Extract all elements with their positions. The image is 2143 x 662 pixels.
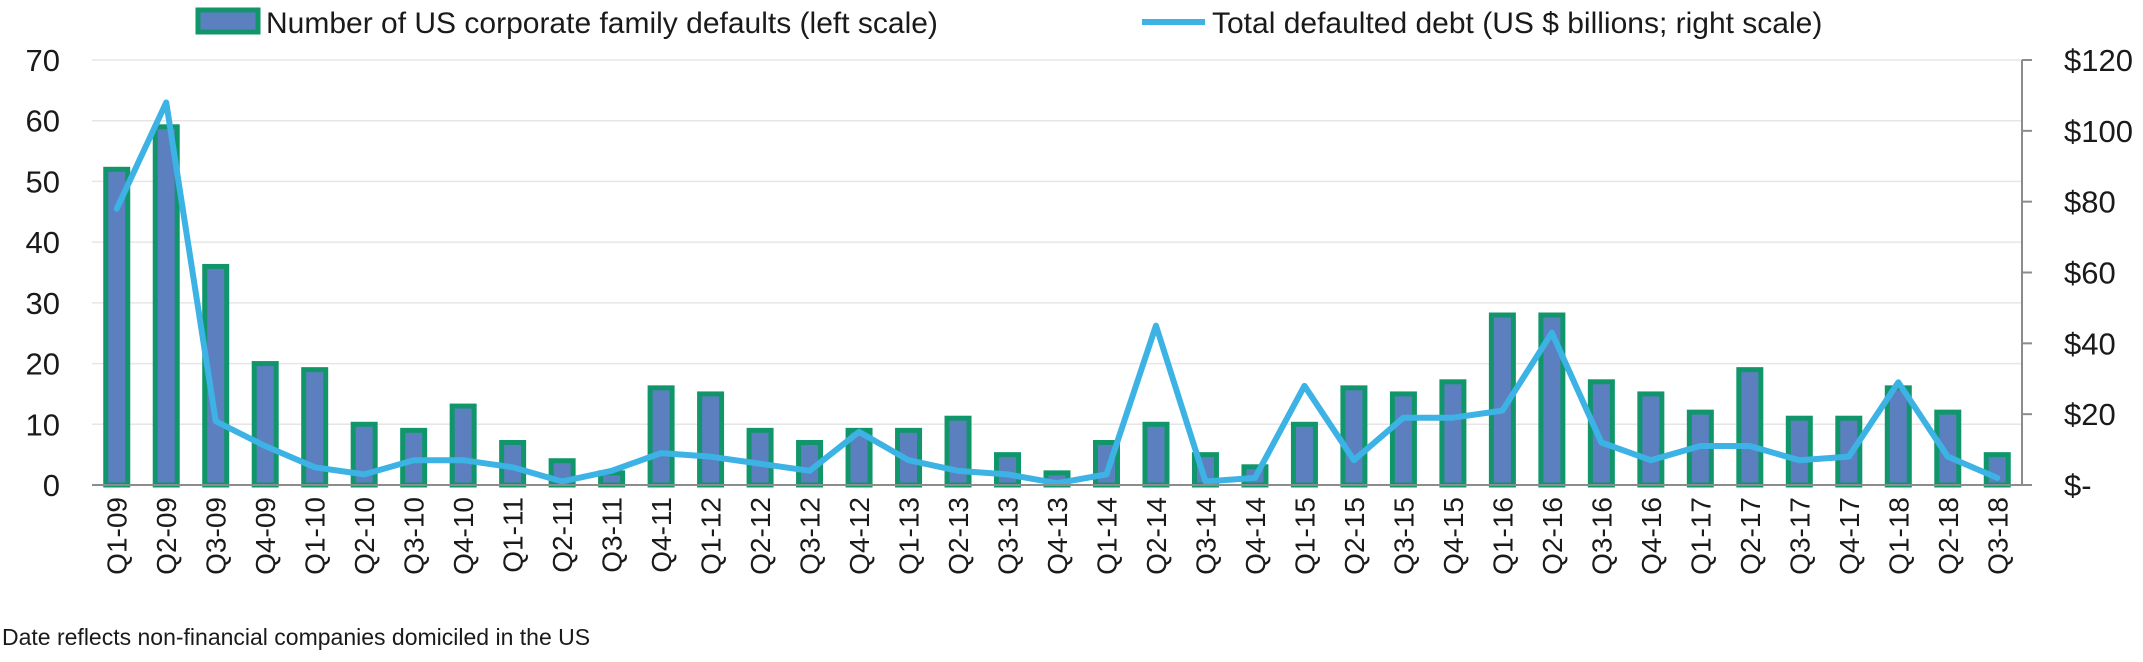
bar bbox=[1439, 379, 1467, 488]
x-tick-label: Q1-13 bbox=[894, 497, 925, 575]
x-tick-label: Q1-12 bbox=[696, 497, 727, 575]
bar bbox=[994, 452, 1022, 488]
y-right-tick-label: $80 bbox=[2064, 185, 2116, 220]
x-tick-label: Q2-11 bbox=[547, 497, 578, 573]
x-tick-label: Q1-15 bbox=[1289, 497, 1320, 575]
y-left-tick-label: 50 bbox=[26, 164, 60, 199]
legend: Number of US corporate family defaults (… bbox=[195, 7, 1822, 40]
y-left-tick-label: 60 bbox=[26, 104, 60, 139]
x-tick-label: Q4-14 bbox=[1240, 497, 1271, 575]
y-right-tick-label: $40 bbox=[2064, 326, 2116, 361]
bar bbox=[449, 403, 477, 488]
bar bbox=[1290, 421, 1318, 488]
x-tick-label: Q2-12 bbox=[745, 497, 776, 575]
x-tick-label: Q1-09 bbox=[102, 497, 133, 575]
x-tick-label: Q3-16 bbox=[1586, 497, 1617, 575]
bar bbox=[1637, 391, 1665, 488]
bar bbox=[1142, 421, 1170, 488]
x-tick-label: Q2-16 bbox=[1537, 497, 1568, 575]
legend-bar-label: Number of US corporate family defaults (… bbox=[266, 7, 938, 40]
x-tick-label: Q1-11 bbox=[498, 497, 529, 573]
x-tick-label: Q3-15 bbox=[1388, 497, 1419, 575]
x-tick-label: Q2-17 bbox=[1735, 497, 1766, 575]
x-tick-label: Q3-18 bbox=[1982, 497, 2013, 575]
y-left-tick-label: 10 bbox=[26, 407, 60, 442]
x-tick-label: Q4-09 bbox=[250, 497, 281, 575]
bar bbox=[1587, 379, 1615, 488]
legend-line-label: Total defaulted debt (US $ billions; rig… bbox=[1212, 7, 1822, 40]
x-tick-label: Q4-13 bbox=[1042, 497, 1073, 575]
y-left-tick-label: 30 bbox=[26, 286, 60, 321]
bar bbox=[1785, 415, 1813, 488]
y-right-tick-label: $60 bbox=[2064, 256, 2116, 291]
x-tick-label: Q4-12 bbox=[844, 497, 875, 575]
x-tick-label: Q1-10 bbox=[300, 497, 331, 575]
x-tick-label: Q3-10 bbox=[399, 497, 430, 575]
bar bbox=[1884, 385, 1912, 488]
x-tick-label: Q4-17 bbox=[1834, 497, 1865, 575]
x-tick-label: Q3-13 bbox=[993, 497, 1024, 575]
bar bbox=[944, 415, 972, 488]
x-tick-label: Q2-10 bbox=[349, 497, 380, 575]
bar bbox=[1736, 367, 1764, 488]
grid-lines bbox=[92, 59, 2022, 426]
x-tick-label: Q3-09 bbox=[201, 497, 232, 575]
x-tick-label: Q4-15 bbox=[1438, 497, 1469, 575]
y-left-tick-label: 0 bbox=[43, 468, 60, 503]
bar bbox=[647, 385, 675, 488]
footnote: Date reflects non-financial companies do… bbox=[2, 624, 590, 650]
x-tick-label: Q2-15 bbox=[1339, 497, 1370, 575]
bar-series bbox=[103, 124, 2011, 488]
x-tick-label: Q2-14 bbox=[1141, 497, 1172, 575]
bar bbox=[1389, 391, 1417, 488]
line-series bbox=[113, 99, 2001, 487]
x-tick-label: Q2-18 bbox=[1933, 497, 1964, 575]
x-tick-label: Q1-18 bbox=[1883, 497, 1914, 575]
bar bbox=[746, 427, 774, 488]
x-tick-label: Q1-17 bbox=[1685, 497, 1716, 575]
y-left-tick-label: 70 bbox=[26, 43, 60, 78]
x-tick-label: Q4-16 bbox=[1636, 497, 1667, 575]
bar bbox=[251, 361, 279, 488]
x-tick-label: Q4-11 bbox=[646, 497, 677, 573]
y-left-tick-label: 40 bbox=[26, 225, 60, 260]
bar bbox=[152, 124, 180, 488]
y-right-tick-label: $- bbox=[2064, 468, 2092, 503]
x-tick-label: Q3-14 bbox=[1190, 497, 1221, 575]
y-left-tick-label: 20 bbox=[26, 347, 60, 382]
legend-bar-swatch bbox=[195, 7, 261, 35]
x-tick-label: Q2-09 bbox=[151, 497, 182, 575]
x-tick-label: Q3-17 bbox=[1784, 497, 1815, 575]
x-tick-label: Q3-12 bbox=[795, 497, 826, 575]
y-right-tick-label: $20 bbox=[2064, 397, 2116, 432]
y-right-tick-label: $100 bbox=[2064, 114, 2133, 149]
debt-line bbox=[113, 99, 2001, 487]
x-tick-label: Q2-13 bbox=[943, 497, 974, 575]
x-tick-label: Q1-14 bbox=[1091, 497, 1122, 575]
bar bbox=[1340, 385, 1368, 488]
x-tick-label: Q1-16 bbox=[1487, 497, 1518, 575]
bar bbox=[103, 166, 131, 488]
y-right-tick-label: $120 bbox=[2064, 43, 2133, 78]
axes: 70 60 50 40 30 20 10 0 $120 $100 $80 $60 $40 $20 $- Q1-… bbox=[26, 43, 2133, 575]
x-tick-label: Q3-11 bbox=[597, 497, 628, 573]
bar bbox=[697, 391, 725, 488]
x-tick-label: Q4-10 bbox=[448, 497, 479, 575]
